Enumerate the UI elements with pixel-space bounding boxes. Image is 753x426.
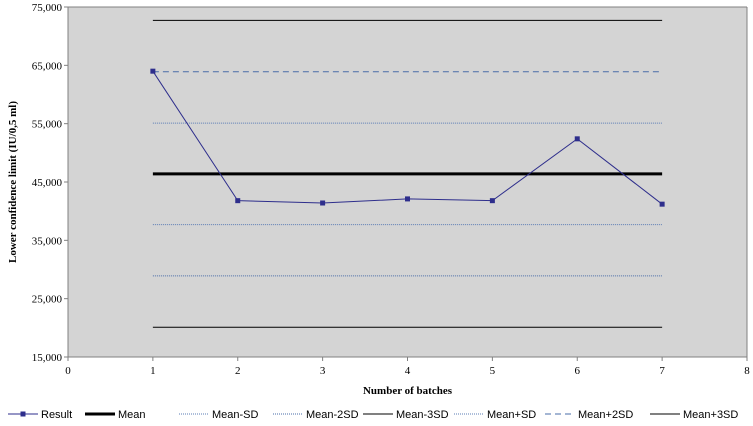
tick-labels: 15,000 25,000 35,000 45,000 55,000 65,000 75,0… [32,2,751,377]
legend-item: Mean+2SD [545,409,633,421]
legend-label: Mean+SD [487,409,536,421]
data-point [405,196,410,202]
x-tick-label: 2 [235,365,241,377]
series-layer [150,68,665,207]
legend-item: Mean-SD [179,409,259,421]
legend-label: Result [41,409,72,421]
legend-marker [20,411,26,417]
x-tick-label: 6 [575,365,581,377]
y-tick-label: 75,000 [32,2,63,14]
legend-item: Mean+SD [454,409,536,421]
legend-label: Mean-SD [212,409,259,421]
x-tick-label: 5 [490,365,496,377]
data-point [489,198,495,204]
y-axis-title: Lower confidence limit (IU/0,5 ml) [7,101,19,263]
legend-item: Mean-2SD [273,409,359,421]
legend-item: Mean-3SD [363,409,449,421]
legend-label: Mean-2SD [306,409,359,421]
axes [64,6,748,361]
legend: Result Mean Mean-SD Mean-2SD Mean-3SD Mean+SD… [8,409,738,421]
y-tick-label: 25,000 [32,294,63,306]
data-point [320,200,326,206]
data-point [574,136,580,142]
x-tick-label: 4 [405,365,411,377]
y-tick-label: 45,000 [32,177,63,189]
y-tick-label: 65,000 [32,60,63,72]
reference-lines [152,19,663,328]
data-point [150,68,156,74]
x-tick-label: 0 [65,365,71,377]
y-tick-label: 35,000 [32,235,63,247]
data-point [235,198,241,204]
x-tick-label: 8 [744,365,750,377]
y-tick-label: 15,000 [32,352,63,364]
plot-area [68,7,747,357]
legend-item: Result [8,409,72,421]
legend-item: Mean+3SD [650,409,738,421]
x-tick-label: 7 [659,365,665,377]
legend-label: Mean [118,409,146,421]
x-tick-label: 1 [150,365,156,377]
x-axis-title: Number of batches [363,385,453,397]
legend-item: Mean [85,409,146,421]
legend-label: Mean-3SD [396,409,449,421]
x-tick-label: 3 [320,365,326,377]
data-point [659,201,665,207]
legend-label: Mean+2SD [578,409,633,421]
legend-label: Mean+3SD [683,409,738,421]
y-tick-label: 55,000 [32,119,63,131]
